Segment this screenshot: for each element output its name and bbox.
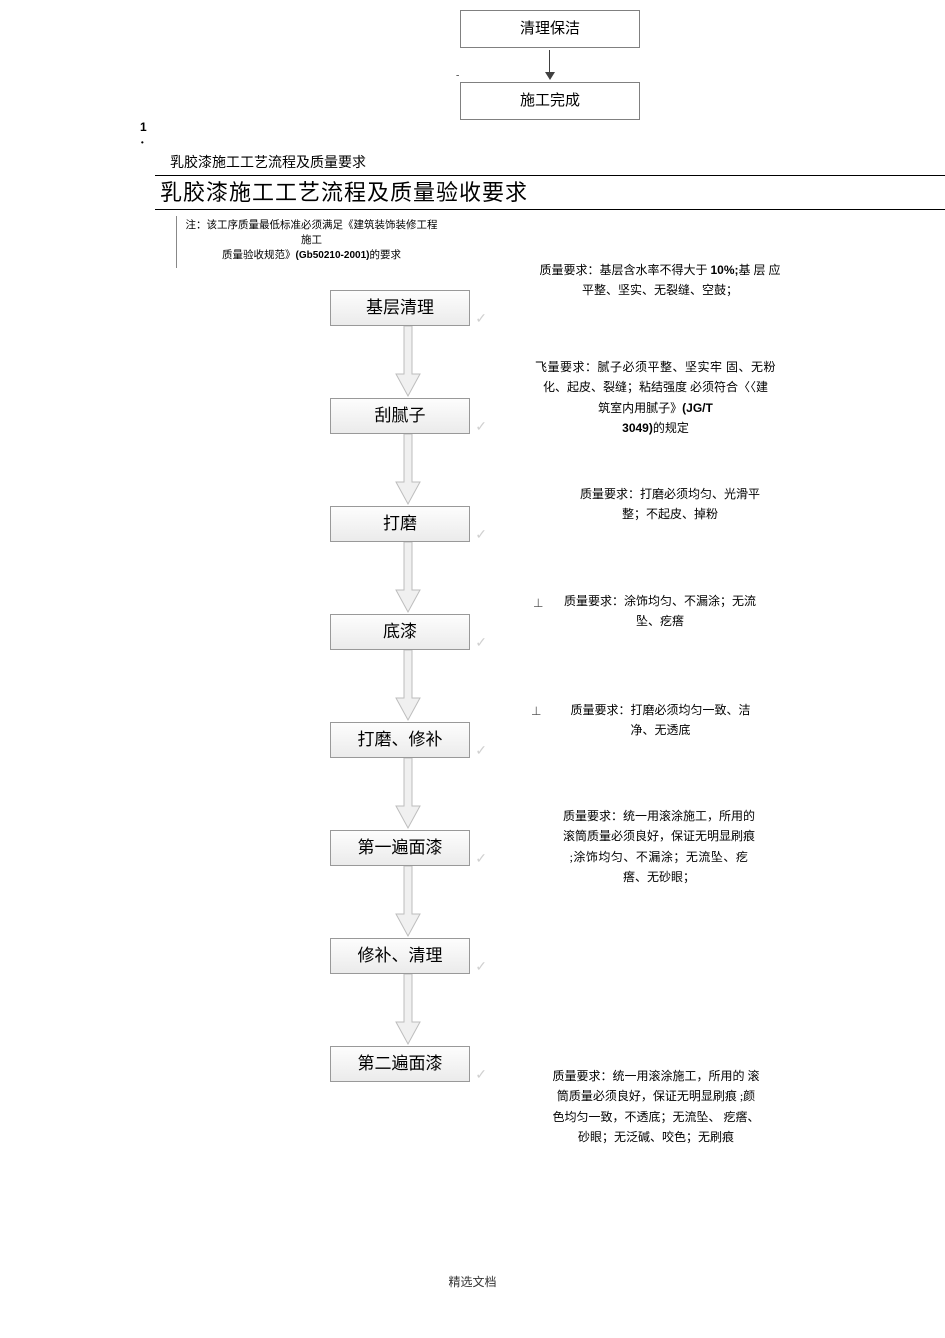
flow-step-box: 刮腻子✓ bbox=[330, 398, 470, 434]
flow-arrow bbox=[394, 866, 422, 938]
perpendicular-mark: ⊥ bbox=[533, 596, 543, 610]
flow-arrow bbox=[394, 650, 422, 722]
quality-requirement-text: 质量要求：统一用滚涂施工，所用的 滚筒质量必须良好，保证无明显刷痕 ;颜色均匀一… bbox=[525, 1066, 787, 1148]
note-spec-code: (Gb50210-2001) bbox=[296, 250, 370, 261]
flow-arrow bbox=[394, 542, 422, 614]
flow-arrow bbox=[394, 758, 422, 830]
section-bullet: · bbox=[140, 136, 145, 152]
quality-requirement-text: 飞量要求：腻子必须平整、坚实牢 固、无粉化、起皮、裂缝；粘结强度 必须符合〈〈建… bbox=[528, 357, 783, 439]
checkmark-icon: ✓ bbox=[475, 301, 487, 335]
flow-arrow bbox=[394, 974, 422, 1046]
checkmark-icon: ✓ bbox=[475, 625, 487, 659]
top-box-1: 清理保洁 bbox=[460, 10, 640, 48]
main-flow-column: 基层清理✓ 刮腻子✓ 打磨✓ 底漆✓ 打磨、修补✓ 第一遍面漆✓ 修补、清理✓ … bbox=[330, 290, 485, 1082]
standard-note: 注：该工序质量最低标准必须满足《建筑装饰装修工程施工 质量验收规范》(Gb502… bbox=[176, 216, 446, 268]
quality-requirement-text: 质量要求：统一用滚涂施工，所用的滚筒质量必须良好，保证无明显刷痕;涂饰均匀、不漏… bbox=[540, 806, 778, 888]
flow-step-box: 底漆✓ bbox=[330, 614, 470, 650]
quality-requirement-text: 质量要求：打磨必须均匀一致、洁净、无透底 bbox=[548, 700, 773, 741]
note-line2b: 的要求 bbox=[369, 250, 401, 261]
flow-arrow bbox=[394, 434, 422, 506]
flow-step-box: 第二遍面漆✓ bbox=[330, 1046, 470, 1082]
quality-requirement-text: 质量要求：打磨必须均匀、光滑平整；不起皮、掉粉 bbox=[560, 484, 780, 525]
quality-requirement-text: 质量要求：涂饰均匀、不漏涂；无流坠、疙瘩 bbox=[550, 591, 770, 632]
checkmark-icon: ✓ bbox=[475, 517, 487, 551]
checkmark-icon: ✓ bbox=[475, 841, 487, 875]
flow-step-box: 修补、清理✓ bbox=[330, 938, 470, 974]
checkmark-icon: ✓ bbox=[475, 949, 487, 983]
top-box-2: 施工完成 bbox=[460, 82, 640, 120]
flow-arrow bbox=[394, 326, 422, 398]
note-line1: 注：该工序质量最低标准必须满足《建筑装饰装修工程施工 bbox=[186, 220, 438, 246]
quality-requirement-text: 质量要求：基层含水率不得大于 10%;基 层 应平整、坚实、无裂缝、空鼓； bbox=[530, 260, 790, 301]
flow-step-box: 第一遍面漆✓ bbox=[330, 830, 470, 866]
flow-step-box: 基层清理✓ bbox=[330, 290, 470, 326]
checkmark-icon: ✓ bbox=[475, 1057, 487, 1091]
top-mini-flow: 清理保洁 施工完成 bbox=[460, 10, 640, 120]
section-number: 1 bbox=[140, 120, 147, 134]
note-line2a: 质量验收规范》 bbox=[222, 250, 296, 261]
flow-step-box: 打磨✓ bbox=[330, 506, 470, 542]
dash-mark: - bbox=[456, 70, 459, 81]
flow-step-box: 打磨、修补✓ bbox=[330, 722, 470, 758]
page-footer: 精选文档 bbox=[0, 1273, 945, 1290]
checkmark-icon: ✓ bbox=[475, 733, 487, 767]
perpendicular-mark: ⊥ bbox=[531, 704, 541, 718]
checkmark-icon: ✓ bbox=[475, 409, 487, 443]
main-title-bar: 乳胶漆施工工艺流程及质量验收要求 bbox=[155, 175, 945, 210]
top-arrow bbox=[549, 50, 551, 80]
subtitle: 乳胶漆施工工艺流程及质量要求 bbox=[170, 152, 366, 172]
